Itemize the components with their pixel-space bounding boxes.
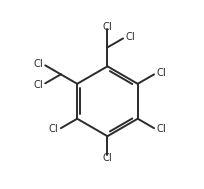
- Text: Cl: Cl: [33, 59, 43, 69]
- Text: Cl: Cl: [33, 80, 43, 90]
- Text: Cl: Cl: [125, 32, 135, 42]
- Text: Cl: Cl: [156, 125, 166, 135]
- Text: Cl: Cl: [103, 22, 112, 32]
- Text: Cl: Cl: [156, 68, 166, 78]
- Text: Cl: Cl: [49, 125, 59, 135]
- Text: Cl: Cl: [103, 153, 112, 163]
